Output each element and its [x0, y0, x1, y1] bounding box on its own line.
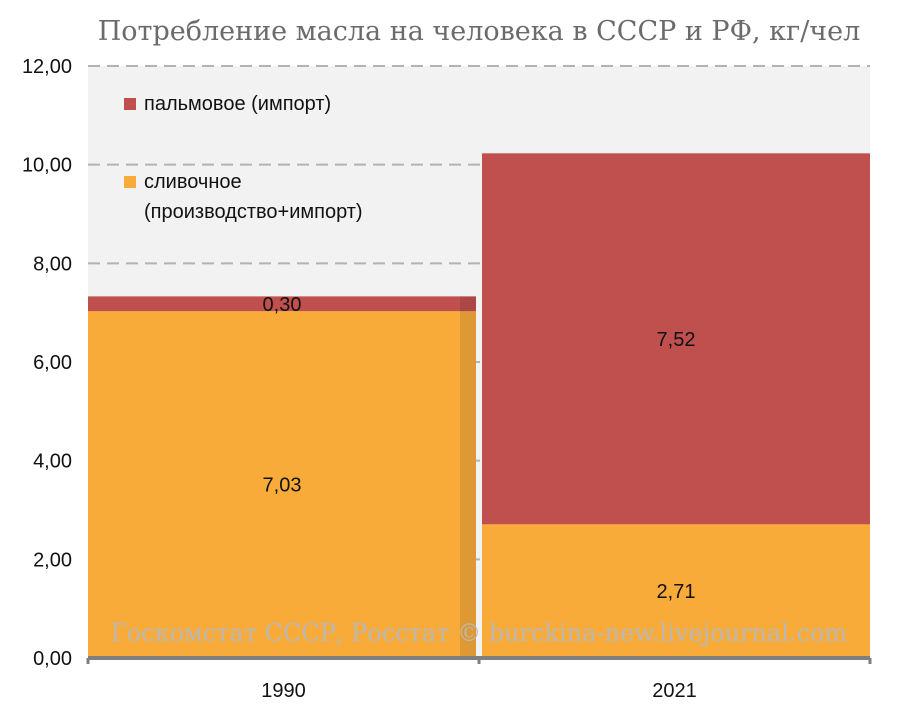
data-label: 7,03 [263, 475, 302, 497]
y-tick-label: 8,00 [33, 253, 72, 275]
legend-label: сливочное [144, 171, 242, 193]
bar-2021-s1 [482, 153, 870, 525]
data-label: 2,71 [657, 581, 696, 603]
x-axis: 1990 2021 [86, 656, 872, 702]
legend-label: (производство+импорт) [144, 201, 363, 223]
y-tick-label: 0,00 [33, 648, 72, 670]
y-tick-label: 6,00 [33, 352, 72, 374]
y-axis: 0,00 2,00 4,00 6,00 8,00 10,00 12,00 [22, 56, 72, 670]
legend: пальмовое (импорт) сливочное (производство… [124, 93, 363, 223]
x-tick-label: 2021 [652, 680, 697, 702]
data-label: 7,52 [657, 329, 696, 351]
chart-title: Потребление масла на человека в СССР и Р… [98, 16, 861, 47]
bar-1990-s0 [88, 311, 476, 658]
data-label: 0,30 [263, 294, 302, 316]
bar-labels: 7,03 0,30 2,71 7,52 [263, 294, 696, 603]
y-tick-label: 2,00 [33, 549, 72, 571]
y-tick-label: 12,00 [22, 56, 72, 78]
bars [88, 153, 870, 658]
y-tick-label: 4,00 [33, 451, 72, 473]
legend-swatch [124, 98, 136, 110]
legend-swatch [124, 176, 136, 188]
bar-2021-s0 [482, 524, 870, 658]
source-watermark: Госкомстат СССР, Росстат © burckina-new.… [111, 619, 848, 647]
bar-1990-s1 [88, 296, 476, 312]
legend-label: пальмовое (импорт) [144, 93, 331, 115]
y-tick-label: 10,00 [22, 155, 72, 177]
x-tick-label: 1990 [261, 680, 306, 702]
bar-shadow [460, 296, 476, 658]
